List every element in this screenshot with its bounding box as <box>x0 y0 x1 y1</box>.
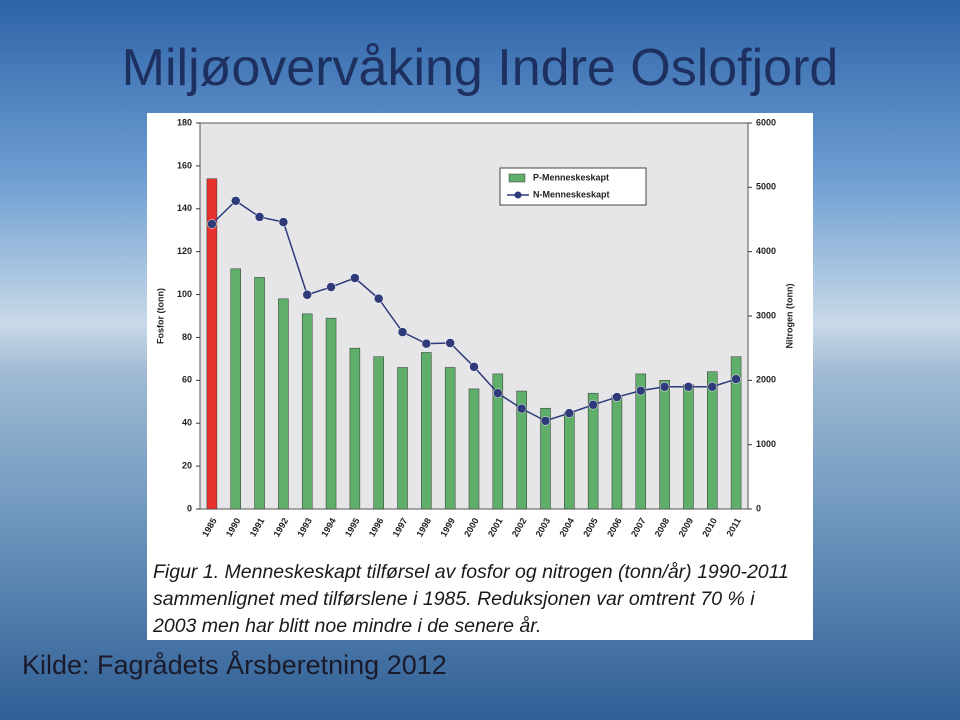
y-tick-label: 80 <box>182 332 192 342</box>
legend-label: P-Menneskeskapt <box>533 172 609 182</box>
bar <box>254 277 265 510</box>
bar <box>611 395 623 510</box>
caption-line: sammenlignet med tilførslene i 1985. Red… <box>153 588 755 610</box>
line-marker <box>421 338 432 349</box>
y2-tick-label: 6000 <box>756 117 776 127</box>
line-marker <box>230 196 241 206</box>
line-marker <box>731 374 741 384</box>
y-tick-label: 140 <box>177 203 192 213</box>
bar <box>349 347 361 510</box>
line-marker <box>350 273 360 283</box>
y2-tick-label: 5000 <box>756 182 776 192</box>
bar <box>230 268 241 510</box>
bar <box>206 178 218 510</box>
bar <box>730 356 742 510</box>
y-tick-label: 180 <box>177 117 192 127</box>
line-marker <box>326 282 336 292</box>
bar <box>325 317 337 510</box>
y2-tick-label: 2000 <box>756 375 776 385</box>
legend-label: N-Menneskeskapt <box>533 189 610 199</box>
caption-line: 2003 men har blitt noe mindre i de sener… <box>152 615 541 637</box>
line-marker <box>612 392 622 402</box>
bar <box>659 380 670 510</box>
legend-swatch <box>508 173 526 183</box>
line-marker <box>302 290 312 300</box>
legend <box>499 167 647 206</box>
y2-tick-label: 4000 <box>756 246 776 256</box>
caption-line: Figur 1. Menneskeskapt tilførsel av fosf… <box>153 561 789 583</box>
y-tick-label: 120 <box>177 246 192 256</box>
line-marker <box>469 362 479 372</box>
bar <box>278 298 289 510</box>
line-marker <box>540 416 551 426</box>
slide-title: Miljøovervåking Indre Oslofjord <box>121 39 839 97</box>
bar <box>421 352 432 510</box>
line-marker <box>278 217 289 227</box>
line-marker <box>493 388 503 398</box>
y2-tick-label: 1000 <box>756 439 776 449</box>
y-tick-label: 20 <box>182 460 192 470</box>
legend-swatch <box>514 191 522 199</box>
y-tick-label: 40 <box>182 418 192 428</box>
bar <box>683 384 694 510</box>
y2-tick-label: 0 <box>756 503 761 513</box>
line-marker <box>254 212 265 222</box>
line-marker <box>207 219 217 229</box>
line-marker <box>516 403 527 414</box>
line-marker <box>397 327 408 337</box>
bar <box>492 373 504 510</box>
line-marker <box>588 400 598 410</box>
bar <box>587 392 599 510</box>
bar <box>468 388 480 510</box>
line-marker <box>707 382 718 392</box>
bar <box>540 407 551 510</box>
bar <box>301 313 313 510</box>
line-marker <box>636 385 646 396</box>
line-marker <box>683 382 694 392</box>
bar <box>564 412 575 510</box>
line-marker <box>564 408 575 418</box>
y-axis-label: Fosfor (tonn) <box>155 288 165 344</box>
bar <box>516 390 527 510</box>
bar <box>444 367 456 510</box>
y-tick-label: 160 <box>177 160 192 170</box>
line-marker <box>659 382 670 392</box>
bar <box>707 371 718 510</box>
y-tick-label: 100 <box>177 289 192 299</box>
line-marker <box>373 293 384 304</box>
source-note: Kilde: Fagrådets Årsberetning 2012 <box>22 650 447 680</box>
bar <box>635 373 647 510</box>
chart: Fosfor (tonn) Nitrogen (tonn) Figur 1. M… <box>147 113 813 640</box>
y-tick-label: 60 <box>182 375 192 385</box>
y2-axis-label: Nitrogen (tonn) <box>784 284 794 349</box>
y-tick-label: 0 <box>187 503 192 513</box>
y2-tick-label: 3000 <box>756 310 776 320</box>
line-marker <box>445 338 455 348</box>
bar <box>373 356 384 510</box>
bar <box>397 367 408 510</box>
